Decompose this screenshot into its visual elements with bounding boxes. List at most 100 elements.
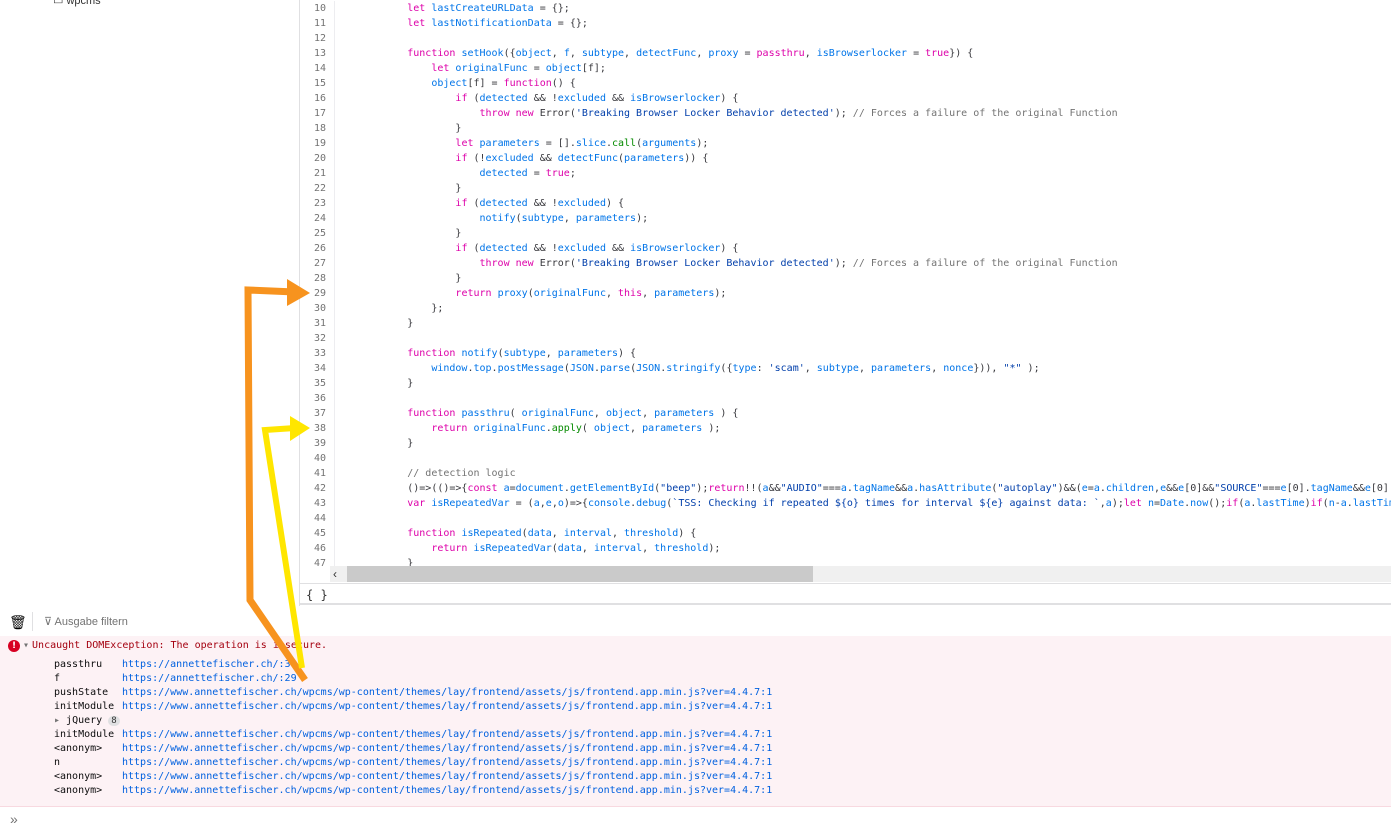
filter-input[interactable]: ⊽ Ausgabe filtern xyxy=(44,616,128,628)
line-number[interactable]: 27 xyxy=(300,256,335,271)
horizontal-scrollbar[interactable]: ‹ xyxy=(330,566,1391,582)
line-number[interactable]: 34 xyxy=(300,361,335,376)
frame-source-link[interactable]: https://www.annettefischer.ch/wpcms/wp-c… xyxy=(122,743,773,754)
line-number[interactable]: 24 xyxy=(300,211,335,226)
code-token: "*" xyxy=(1003,363,1022,374)
frame-function: <anonym> xyxy=(54,771,103,782)
line-number[interactable]: 20 xyxy=(300,151,335,166)
folder-item[interactable]: ▭ wpcms xyxy=(53,0,101,7)
line-number[interactable]: 18 xyxy=(300,121,335,136)
line-number[interactable]: 45 xyxy=(300,526,335,541)
code-token: n xyxy=(1147,498,1154,509)
code-token xyxy=(335,3,407,14)
code-token: object xyxy=(515,48,552,59)
code-token: = xyxy=(1154,498,1161,509)
trash-icon[interactable]: 🗑 xyxy=(9,614,27,630)
frame-source-link[interactable]: https://annettefischer.ch/:29 xyxy=(122,673,297,684)
code-token: && ! xyxy=(527,198,558,209)
code-token: originalFunc xyxy=(533,288,606,299)
code-token: JSON xyxy=(636,363,661,374)
line-number[interactable]: 12 xyxy=(300,31,335,46)
line-number[interactable]: 29 xyxy=(300,286,335,301)
stack-frame[interactable]: pushState https://www.annettefischer.ch/w… xyxy=(54,686,772,700)
line-number[interactable]: 44 xyxy=(300,511,335,526)
line-number[interactable]: 43 xyxy=(300,496,335,511)
frame-source-link[interactable]: https://www.annettefischer.ch/wpcms/wp-c… xyxy=(122,687,773,698)
pretty-print-button[interactable]: { } xyxy=(300,583,1391,605)
code-token: document xyxy=(515,483,564,494)
scroll-left-icon[interactable]: ‹ xyxy=(333,567,337,581)
stack-frame[interactable]: initModule https://www.annettefischer.ch/… xyxy=(54,700,772,714)
frame-source-link[interactable]: https://www.annettefischer.ch/wpcms/wp-c… xyxy=(122,757,773,768)
line-number[interactable]: 22 xyxy=(300,181,335,196)
source-editor[interactable]: 10 let lastCreateURLData = {}; 11 let las… xyxy=(300,0,1391,566)
line-number[interactable]: 47 xyxy=(300,556,335,566)
code-token: . xyxy=(467,363,474,374)
code-text: return proxy(originalFunc, this, paramet… xyxy=(335,286,726,301)
scrollbar-thumb[interactable] xyxy=(347,566,813,582)
stack-frame[interactable]: initModule https://www.annettefischer.ch/… xyxy=(54,728,772,742)
console-input[interactable]: » xyxy=(0,807,1391,834)
code-token: if xyxy=(455,243,474,254)
line-number[interactable]: 10 xyxy=(300,1,335,16)
stack-frame-group[interactable]: ▸ jQuery 8 xyxy=(54,714,120,728)
line-number[interactable]: 13 xyxy=(300,46,335,61)
stack-frame[interactable]: <anonym> https://www.annettefischer.ch/wp… xyxy=(54,770,772,784)
code-token: function xyxy=(503,78,552,89)
expand-triangle-icon[interactable]: ▾ xyxy=(23,640,30,651)
line-number[interactable]: 38 xyxy=(300,421,335,436)
line-number[interactable]: 14 xyxy=(300,61,335,76)
frame-source-link[interactable]: https://www.annettefischer.ch/wpcms/wp-c… xyxy=(122,729,773,740)
code-text: if (detected && !excluded && isBrowserlo… xyxy=(335,241,738,256)
line-number[interactable]: 17 xyxy=(300,106,335,121)
code-token: Error( xyxy=(539,258,576,269)
code-token: Date xyxy=(1160,498,1185,509)
line-number[interactable]: 41 xyxy=(300,466,335,481)
stack-frame[interactable]: <anonym> https://www.annettefischer.ch/wp… xyxy=(54,742,772,756)
frame-function: initModule xyxy=(54,729,115,740)
line-number[interactable]: 42 xyxy=(300,481,335,496)
line-number[interactable]: 35 xyxy=(300,376,335,391)
line-number[interactable]: 19 xyxy=(300,136,335,151)
code-token: subtype xyxy=(816,363,859,374)
stack-frame[interactable]: f https://annettefischer.ch/:29 xyxy=(54,672,297,686)
line-number[interactable]: 26 xyxy=(300,241,335,256)
code-token: parameters xyxy=(870,363,932,374)
code-token: : xyxy=(756,363,769,374)
line-number[interactable]: 40 xyxy=(300,451,335,466)
line-number[interactable]: 28 xyxy=(300,271,335,286)
line-number[interactable]: 15 xyxy=(300,76,335,91)
line-number[interactable]: 11 xyxy=(300,16,335,31)
line-number[interactable]: 46 xyxy=(300,541,335,556)
code-token: a xyxy=(907,483,914,494)
line-number[interactable]: 25 xyxy=(300,226,335,241)
code-token: ( xyxy=(618,153,625,164)
frame-count-badge: 8 xyxy=(108,716,120,726)
line-number[interactable]: 30 xyxy=(300,301,335,316)
line-number[interactable]: 36 xyxy=(300,391,335,406)
frame-source-link[interactable]: https://www.annettefischer.ch/wpcms/wp-c… xyxy=(122,701,773,712)
code-token: && xyxy=(605,93,631,104)
code-token xyxy=(335,408,407,419)
line-number[interactable]: 23 xyxy=(300,196,335,211)
stack-frame[interactable]: <anonym> https://www.annettefischer.ch/wp… xyxy=(54,784,772,798)
line-number[interactable]: 39 xyxy=(300,436,335,451)
frame-source-link[interactable]: https://www.annettefischer.ch/wpcms/wp-c… xyxy=(122,771,773,782)
code-token: ( xyxy=(636,138,643,149)
frame-source-link[interactable]: https://www.annettefischer.ch/wpcms/wp-c… xyxy=(122,785,773,796)
line-number[interactable]: 21 xyxy=(300,166,335,181)
line-number[interactable]: 31 xyxy=(300,316,335,331)
frame-source-link[interactable]: https://annettefischer.ch/:38 xyxy=(122,659,297,670)
expand-triangle-icon[interactable]: ▸ xyxy=(54,715,67,726)
line-number[interactable]: 37 xyxy=(300,406,335,421)
stack-frame[interactable]: n https://www.annettefischer.ch/wpcms/wp-… xyxy=(54,756,772,770)
line-number[interactable]: 33 xyxy=(300,346,335,361)
line-number[interactable]: 32 xyxy=(300,331,335,346)
stack-frame[interactable]: passthru https://annettefischer.ch/:38 xyxy=(54,658,297,672)
code-token: , xyxy=(563,213,576,224)
code-token: if xyxy=(455,93,474,104)
code-line: 34 window.top.postMessage(JSON.parse(JSO… xyxy=(300,361,1391,376)
line-number[interactable]: 16 xyxy=(300,91,335,106)
code-token: if xyxy=(1226,498,1239,509)
code-token: JSON xyxy=(569,363,594,374)
